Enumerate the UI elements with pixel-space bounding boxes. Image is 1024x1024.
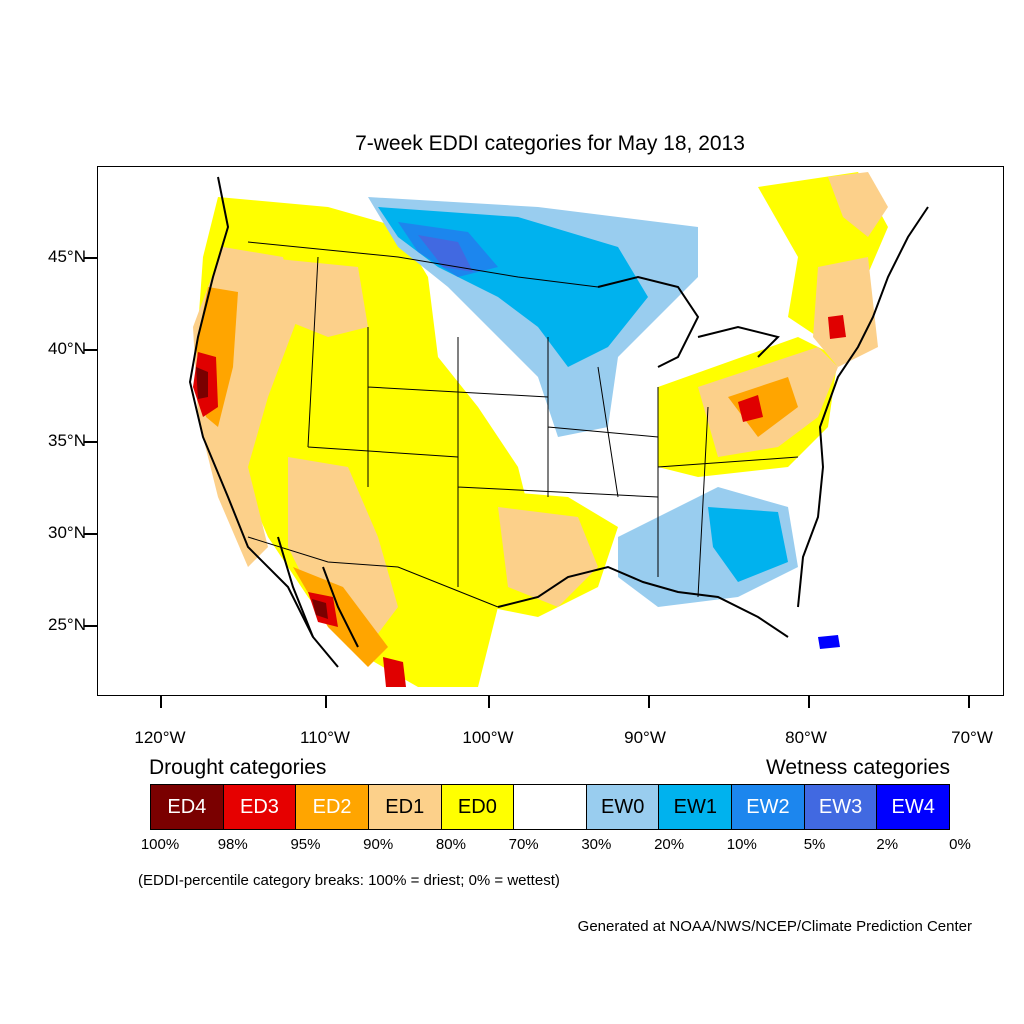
ew3-region-north	[418, 235, 473, 272]
lon-label-70w: 70°W	[951, 728, 993, 747]
ed2-region-east	[728, 377, 798, 437]
ed1-region-texas	[498, 507, 598, 607]
lat-label-40n: 40°N	[48, 339, 86, 358]
ew1-region-southeast	[708, 507, 788, 582]
legend-box-ed4: ED4	[151, 785, 224, 829]
credit-line: Generated at NOAA/NWS/NCEP/Climate Predi…	[577, 918, 972, 935]
ed3-region-newengland	[828, 315, 846, 339]
lat-tick	[84, 533, 97, 535]
legend-box-ed1: ED1	[368, 785, 442, 829]
ed4-region-california	[196, 367, 208, 399]
political-boundaries	[247, 241, 799, 608]
mexico-border	[247, 536, 499, 608]
ed3-region-east	[738, 395, 763, 422]
category-fills	[193, 172, 888, 687]
lat-tick	[84, 625, 97, 627]
lon-tick	[488, 696, 490, 708]
lat-label-45n: 45°N	[48, 247, 86, 266]
ed4-region-mexico	[312, 599, 328, 619]
ed3-region-mexico-south	[383, 657, 406, 687]
great-lakes	[597, 275, 780, 368]
percentile-break-label: 0%	[949, 836, 971, 853]
percentile-break-label: 2%	[876, 836, 899, 853]
canada-border	[247, 241, 599, 288]
lat-label-30n: 30°N	[48, 523, 86, 542]
legend-box-ed0: ED0	[441, 785, 515, 829]
legend-box-normal	[514, 785, 587, 829]
drought-legend-heading: Drought categories	[149, 756, 327, 779]
lat-tick	[84, 441, 97, 443]
percentile-break-label: 95%	[290, 836, 321, 853]
coastlines	[188, 176, 929, 668]
lon-label-100w: 100°W	[462, 728, 514, 747]
west-coastline	[188, 176, 339, 668]
lon-tick	[325, 696, 327, 708]
baja-coastline	[277, 536, 359, 648]
state-lines	[307, 256, 799, 598]
lat-tick	[84, 349, 97, 351]
percentile-break-label: 98%	[217, 836, 248, 853]
ed2-region-baja	[293, 567, 388, 667]
lon-label-90w: 90°W	[624, 728, 666, 747]
percentile-break-label: 100%	[140, 836, 180, 853]
lon-label-80w: 80°W	[785, 728, 827, 747]
ew4-region-caribbean	[818, 635, 840, 649]
lat-label-35n: 35°N	[48, 431, 86, 450]
legend-box-ew1: EW1	[659, 785, 733, 829]
map-panel	[97, 166, 1004, 696]
legend-box-ew0: EW0	[586, 785, 660, 829]
percentile-break-label: 10%	[726, 836, 757, 853]
legend-box-ew3: EW3	[804, 785, 878, 829]
legend-box-ed2: ED2	[296, 785, 369, 829]
lon-tick	[648, 696, 650, 708]
category-legend: ED4 ED3 ED2 ED1 ED0 EW0 EW1 EW2 EW3 EW4	[150, 784, 950, 830]
legend-box-ew4: EW4	[877, 785, 950, 829]
lon-tick	[808, 696, 810, 708]
east-coastline	[797, 206, 929, 608]
legend-box-ed3: ED3	[223, 785, 297, 829]
lon-tick	[160, 696, 162, 708]
eddi-map	[188, 172, 929, 687]
wetness-legend-heading: Wetness categories	[765, 756, 950, 779]
percentile-break-label: 20%	[654, 836, 685, 853]
lon-tick	[968, 696, 970, 708]
lat-tick	[84, 257, 97, 259]
legend-note: (EDDI-percentile category breaks: 100% =…	[138, 872, 560, 889]
ed1-region-northwest	[258, 257, 368, 337]
percentile-break-label: 5%	[803, 836, 826, 853]
gulf-coastline	[497, 565, 789, 638]
ed1-region-northeast	[828, 172, 888, 237]
legend-box-ew2: EW2	[732, 785, 805, 829]
percentile-break-label: 80%	[435, 836, 466, 853]
percentile-break-label: 70%	[508, 836, 539, 853]
percentile-break-label: 90%	[363, 836, 394, 853]
lat-label-25n: 25°N	[48, 615, 86, 634]
percentile-break-label: 30%	[581, 836, 612, 853]
lon-label-110w: 110°W	[300, 728, 350, 747]
lon-label-120w: 120°W	[134, 728, 186, 747]
map-title: 7-week EDDI categories for May 18, 2013	[355, 132, 745, 155]
